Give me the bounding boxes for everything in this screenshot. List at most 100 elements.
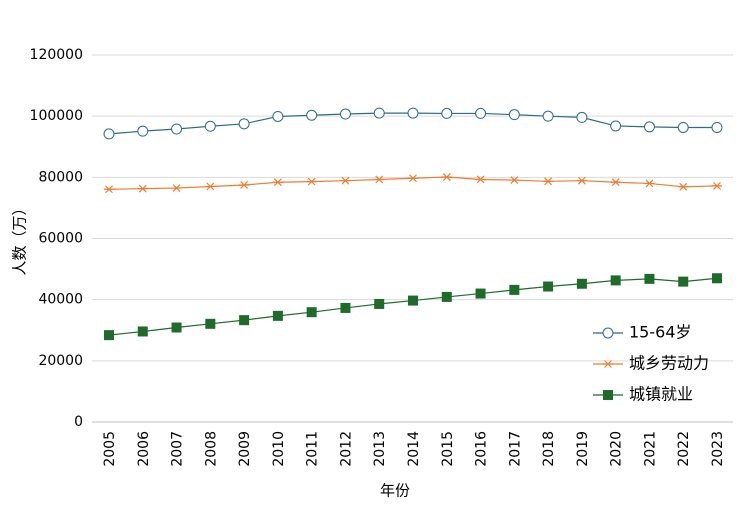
data-point <box>576 176 587 185</box>
data-point <box>137 184 148 193</box>
legend-label: 15-64岁 <box>629 323 692 342</box>
legend-marker <box>603 390 613 400</box>
data-point <box>677 121 689 133</box>
data-point <box>137 125 149 137</box>
data-point <box>441 173 452 181</box>
data-point <box>205 318 216 329</box>
data-point <box>204 120 216 132</box>
x-tick-label: 2005 <box>102 431 118 467</box>
data-point <box>543 177 554 186</box>
legend-marker <box>602 327 614 339</box>
x-tick-label: 2012 <box>338 431 354 467</box>
data-point <box>678 182 689 191</box>
x-tick-label: 2009 <box>237 431 253 467</box>
x-tick-label: 2008 <box>203 431 219 467</box>
data-point <box>509 284 520 295</box>
data-point <box>475 107 487 119</box>
y-tick-labels: 0 20000 40000 60000 80000 100000 120000 <box>30 47 83 430</box>
data-point <box>373 107 385 119</box>
data-point <box>408 174 418 183</box>
x-tick-label: 2007 <box>170 431 186 467</box>
x-tick-label: 2019 <box>575 431 591 467</box>
series-1 <box>103 107 723 140</box>
data-point <box>441 107 453 119</box>
data-point <box>643 121 655 133</box>
data-point <box>576 111 588 123</box>
y-tick-label: 100000 <box>30 108 83 124</box>
data-point <box>374 298 385 309</box>
data-point <box>509 176 520 185</box>
data-point <box>272 110 284 122</box>
x-tick-label: 2016 <box>474 431 490 467</box>
data-point <box>137 326 148 337</box>
data-point <box>339 108 351 120</box>
data-point <box>576 278 587 289</box>
data-point <box>610 178 621 187</box>
legend-item: 城镇就业 <box>593 385 693 404</box>
data-point <box>407 107 419 119</box>
data-point <box>508 109 520 121</box>
data-point <box>610 275 621 286</box>
data-point <box>340 176 351 185</box>
x-tick-label: 2021 <box>642 431 658 467</box>
data-point <box>340 302 351 313</box>
data-point <box>306 177 317 186</box>
x-tick-label: 2011 <box>305 431 321 467</box>
x-axis-title: 年份 <box>380 482 410 500</box>
x-tick-label: 2015 <box>440 431 456 467</box>
y-tick-label: 120000 <box>30 47 83 63</box>
data-point <box>543 281 554 292</box>
legend-item: 15-64岁 <box>593 323 692 342</box>
y-axis-title: 人数（万） <box>11 200 29 275</box>
data-point <box>171 123 183 135</box>
data-point <box>542 110 554 122</box>
series-line <box>108 277 718 336</box>
data-point <box>711 121 723 133</box>
x-tick-label: 2022 <box>676 431 692 467</box>
data-point <box>475 175 486 184</box>
x-tick-label: 2017 <box>507 431 523 467</box>
legend-label: 城乡劳动力 <box>629 354 709 373</box>
data-point <box>104 185 114 194</box>
legend-item: 城乡劳动力 <box>593 354 709 373</box>
data-point <box>441 291 452 302</box>
y-tick-label: 0 <box>74 414 83 430</box>
data-point <box>712 273 722 284</box>
data-point <box>610 120 622 132</box>
x-tick-label: 2014 <box>406 431 422 467</box>
data-point <box>205 182 216 191</box>
data-point <box>171 184 182 192</box>
y-tick-label: 40000 <box>38 292 83 308</box>
data-point <box>239 315 250 326</box>
y-tick-label: 80000 <box>38 169 83 185</box>
x-tick-label: 2006 <box>136 431 152 467</box>
data-point <box>272 178 283 187</box>
x-tick-labels: 2005 2006 2007 2008 2009 2010 2011 2012 2013 2014… <box>102 431 726 467</box>
data-point <box>238 118 250 130</box>
data-point <box>103 128 115 140</box>
data-point <box>272 310 283 321</box>
data-point <box>475 288 486 299</box>
y-tick-label: 60000 <box>38 231 83 247</box>
legend-label: 城镇就业 <box>629 385 693 404</box>
series-3 <box>104 273 722 341</box>
data-point <box>104 330 114 341</box>
series-2 <box>104 173 722 194</box>
x-tick-label: 2013 <box>372 431 388 467</box>
legend-marker <box>603 360 613 368</box>
gridlines <box>92 54 733 362</box>
data-point <box>408 295 418 306</box>
x-tick-label: 2023 <box>710 431 726 467</box>
data-point <box>374 175 385 184</box>
data-point <box>712 181 722 190</box>
data-point <box>678 276 689 287</box>
data-point <box>171 322 182 333</box>
data-point <box>306 307 317 318</box>
data-point <box>306 109 318 121</box>
data-point <box>644 273 655 284</box>
series-lines <box>103 107 723 341</box>
x-tick-label: 2018 <box>541 431 557 467</box>
x-tick-label: 2010 <box>271 431 287 467</box>
